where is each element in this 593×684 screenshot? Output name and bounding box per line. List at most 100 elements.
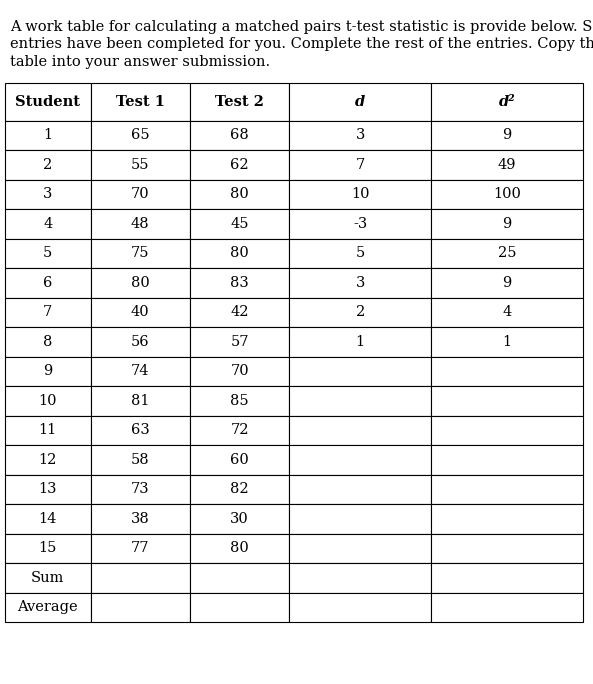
Bar (431, 534, 583, 563)
Bar (431, 327, 583, 356)
Text: entries have been completed for you. Complete the rest of the entries. Copy the : entries have been completed for you. Com… (10, 37, 593, 51)
Bar (190, 268, 289, 298)
Text: 9: 9 (502, 276, 512, 290)
Text: 14: 14 (39, 512, 57, 526)
Text: Average: Average (17, 601, 78, 614)
Bar (190, 386, 289, 415)
Text: Test 1: Test 1 (116, 94, 165, 109)
Bar (5, 120, 91, 150)
Text: 9: 9 (502, 217, 512, 231)
Text: 9: 9 (502, 129, 512, 142)
Bar (5, 268, 91, 298)
Bar (91, 179, 190, 209)
Bar (289, 475, 431, 504)
Text: 80: 80 (230, 187, 249, 201)
Bar (91, 592, 190, 622)
Text: 45: 45 (231, 217, 249, 231)
Bar (91, 415, 190, 445)
Text: 2: 2 (356, 305, 365, 319)
Bar (5, 592, 91, 622)
Bar (289, 298, 431, 327)
Text: 58: 58 (131, 453, 149, 466)
Text: 7: 7 (43, 305, 52, 319)
Bar (190, 150, 289, 179)
Bar (289, 386, 431, 415)
Text: 4: 4 (43, 217, 52, 231)
Bar (431, 415, 583, 445)
Text: 3: 3 (43, 187, 52, 201)
Bar (91, 327, 190, 356)
Bar (289, 120, 431, 150)
Text: 49: 49 (498, 158, 517, 172)
Text: table into your answer submission.: table into your answer submission. (10, 55, 270, 69)
Text: 80: 80 (131, 276, 149, 290)
Text: 38: 38 (131, 512, 149, 526)
Bar (91, 563, 190, 592)
Text: 7: 7 (356, 158, 365, 172)
Bar (5, 209, 91, 239)
Bar (289, 563, 431, 592)
Bar (5, 298, 91, 327)
Text: 5: 5 (356, 246, 365, 260)
Bar (289, 415, 431, 445)
Bar (289, 179, 431, 209)
Bar (190, 179, 289, 209)
Bar (5, 150, 91, 179)
Text: 62: 62 (230, 158, 249, 172)
Bar (431, 209, 583, 239)
Text: 70: 70 (131, 187, 149, 201)
Bar (91, 445, 190, 475)
Bar (289, 504, 431, 534)
Bar (5, 327, 91, 356)
Bar (431, 298, 583, 327)
Bar (5, 356, 91, 386)
Bar (190, 504, 289, 534)
Bar (190, 445, 289, 475)
Text: d: d (355, 94, 365, 109)
Bar (5, 445, 91, 475)
Bar (91, 534, 190, 563)
Text: 2: 2 (43, 158, 52, 172)
Bar (5, 386, 91, 415)
Bar (190, 298, 289, 327)
Bar (91, 386, 190, 415)
Text: 56: 56 (131, 334, 149, 349)
Bar (91, 150, 190, 179)
Text: 40: 40 (131, 305, 149, 319)
Text: 1: 1 (502, 334, 512, 349)
Bar (431, 179, 583, 209)
Text: 55: 55 (131, 158, 149, 172)
Bar (289, 534, 431, 563)
Text: 85: 85 (230, 394, 249, 408)
Text: 100: 100 (493, 187, 521, 201)
Bar (190, 534, 289, 563)
Text: 80: 80 (230, 541, 249, 555)
Text: 42: 42 (231, 305, 249, 319)
Bar (5, 239, 91, 268)
Bar (431, 83, 583, 120)
Bar (91, 504, 190, 534)
Bar (289, 356, 431, 386)
Text: 30: 30 (230, 512, 249, 526)
Text: Student: Student (15, 94, 80, 109)
Bar (190, 563, 289, 592)
Text: 13: 13 (39, 482, 57, 497)
Text: 57: 57 (231, 334, 249, 349)
Text: d²: d² (499, 94, 515, 109)
Text: 81: 81 (131, 394, 149, 408)
Bar (5, 179, 91, 209)
Text: 6: 6 (43, 276, 52, 290)
Bar (190, 120, 289, 150)
Bar (431, 356, 583, 386)
Text: 1: 1 (43, 129, 52, 142)
Bar (431, 504, 583, 534)
Text: 70: 70 (230, 365, 249, 378)
Text: 68: 68 (230, 129, 249, 142)
Bar (91, 356, 190, 386)
Text: 48: 48 (131, 217, 149, 231)
Text: 11: 11 (39, 423, 57, 437)
Text: 1: 1 (356, 334, 365, 349)
Bar (91, 239, 190, 268)
Bar (431, 239, 583, 268)
Text: 83: 83 (230, 276, 249, 290)
